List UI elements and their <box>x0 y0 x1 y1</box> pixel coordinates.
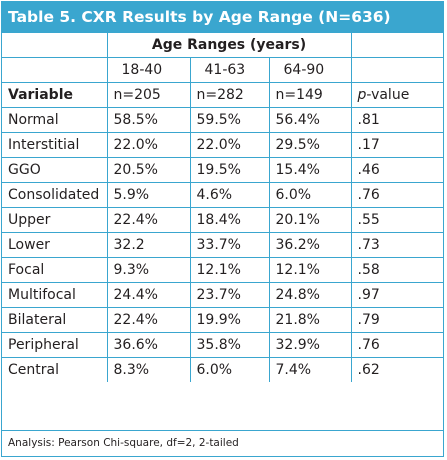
value-64-90: 29.5% <box>268 132 352 158</box>
p-value: .58 <box>350 257 443 283</box>
value-64-90: 56.4% <box>268 107 352 133</box>
row-label: Upper <box>2 207 108 233</box>
value-41-63: 19.9% <box>189 307 270 333</box>
p-value: .73 <box>350 232 443 258</box>
row-label: Peripheral <box>2 332 108 358</box>
p-value: .55 <box>350 207 443 233</box>
n-count-1: n=205 <box>106 82 191 108</box>
value-64-90: 21.8% <box>268 307 352 333</box>
value-18-40: 36.6% <box>106 332 191 358</box>
value-41-63: 23.7% <box>189 282 270 308</box>
table-row: Interstitial 22.0% 22.0% 29.5% .17 <box>2 132 443 158</box>
p-value: .76 <box>350 332 443 358</box>
age-range-2: 41-63 <box>189 57 270 83</box>
p-value: .79 <box>350 307 443 333</box>
table-row: Multifocal 24.4% 23.7% 24.8% .97 <box>2 282 443 308</box>
age-ranges-header: Age Ranges (years) <box>106 33 352 58</box>
table-row: Lower 32.2 33.7% 36.2% .73 <box>2 232 443 258</box>
p-value: .76 <box>350 182 443 208</box>
table-row: Peripheral 36.6% 35.8% 32.9% .76 <box>2 332 443 358</box>
empty-header-cell <box>350 57 443 83</box>
p-value: .62 <box>350 357 443 382</box>
value-41-63: 59.5% <box>189 107 270 133</box>
value-18-40: 8.3% <box>106 357 191 382</box>
row-label: Focal <box>2 257 108 283</box>
value-64-90: 36.2% <box>268 232 352 258</box>
row-label: Bilateral <box>2 307 108 333</box>
value-18-40: 22.4% <box>106 207 191 233</box>
value-41-63: 6.0% <box>189 357 270 382</box>
value-41-63: 12.1% <box>189 257 270 283</box>
value-41-63: 18.4% <box>189 207 270 233</box>
p-value-suffix: -value <box>366 87 410 103</box>
table-row: GGO 20.5% 19.5% 15.4% .46 <box>2 157 443 183</box>
row-label: GGO <box>2 157 108 183</box>
group-header-row: Age Ranges (years) <box>2 33 443 58</box>
value-18-40: 22.4% <box>106 307 191 333</box>
p-value: .81 <box>350 107 443 133</box>
p-value: .17 <box>350 132 443 158</box>
p-value: .97 <box>350 282 443 308</box>
age-range-1: 18-40 <box>106 57 191 83</box>
n-count-2: n=282 <box>189 82 270 108</box>
value-64-90: 20.1% <box>268 207 352 233</box>
empty-header-cell <box>2 57 108 83</box>
table-row: Upper 22.4% 18.4% 20.1% .55 <box>2 207 443 233</box>
value-64-90: 12.1% <box>268 257 352 283</box>
value-41-63: 22.0% <box>189 132 270 158</box>
row-label: Interstitial <box>2 132 108 158</box>
row-label: Normal <box>2 107 108 133</box>
table-row: Central 8.3% 6.0% 7.4% .62 <box>2 357 443 382</box>
empty-header-cell <box>350 33 443 58</box>
value-41-63: 33.7% <box>189 232 270 258</box>
p-value-italic: p <box>357 87 367 103</box>
table-title: Table 5. CXR Results by Age Range (N=636… <box>2 2 443 33</box>
column-header-row: Variable n=205 n=282 n=149 p-value <box>2 82 443 108</box>
value-18-40: 20.5% <box>106 157 191 183</box>
table-row: Bilateral 22.4% 19.9% 21.8% .79 <box>2 307 443 333</box>
table-row: Normal 58.5% 59.5% 56.4% .81 <box>2 107 443 133</box>
results-table: Age Ranges (years) 18-40 41-63 64-90 Var… <box>2 33 443 382</box>
row-label: Central <box>2 357 108 382</box>
value-64-90: 15.4% <box>268 157 352 183</box>
value-18-40: 5.9% <box>106 182 191 208</box>
row-label: Lower <box>2 232 108 258</box>
n-count-3: n=149 <box>268 82 352 108</box>
age-range-row: 18-40 41-63 64-90 <box>2 57 443 83</box>
p-value-header: p-value <box>350 82 443 108</box>
table-row: Focal 9.3% 12.1% 12.1% .58 <box>2 257 443 283</box>
value-18-40: 24.4% <box>106 282 191 308</box>
table-row: Consolidated 5.9% 4.6% 6.0% .76 <box>2 182 443 208</box>
value-64-90: 7.4% <box>268 357 352 382</box>
value-41-63: 19.5% <box>189 157 270 183</box>
row-label: Consolidated <box>2 182 108 208</box>
value-18-40: 32.2 <box>106 232 191 258</box>
value-64-90: 6.0% <box>268 182 352 208</box>
value-64-90: 24.8% <box>268 282 352 308</box>
row-label: Multifocal <box>2 282 108 308</box>
age-range-3: 64-90 <box>268 57 352 83</box>
value-18-40: 22.0% <box>106 132 191 158</box>
value-41-63: 4.6% <box>189 182 270 208</box>
empty-header-cell <box>2 33 108 58</box>
value-18-40: 58.5% <box>106 107 191 133</box>
value-64-90: 32.9% <box>268 332 352 358</box>
value-41-63: 35.8% <box>189 332 270 358</box>
p-value: .46 <box>350 157 443 183</box>
table-footnote: Analysis: Pearson Chi-square, df=2, 2-ta… <box>2 430 443 456</box>
value-18-40: 9.3% <box>106 257 191 283</box>
variable-header: Variable <box>2 82 108 108</box>
